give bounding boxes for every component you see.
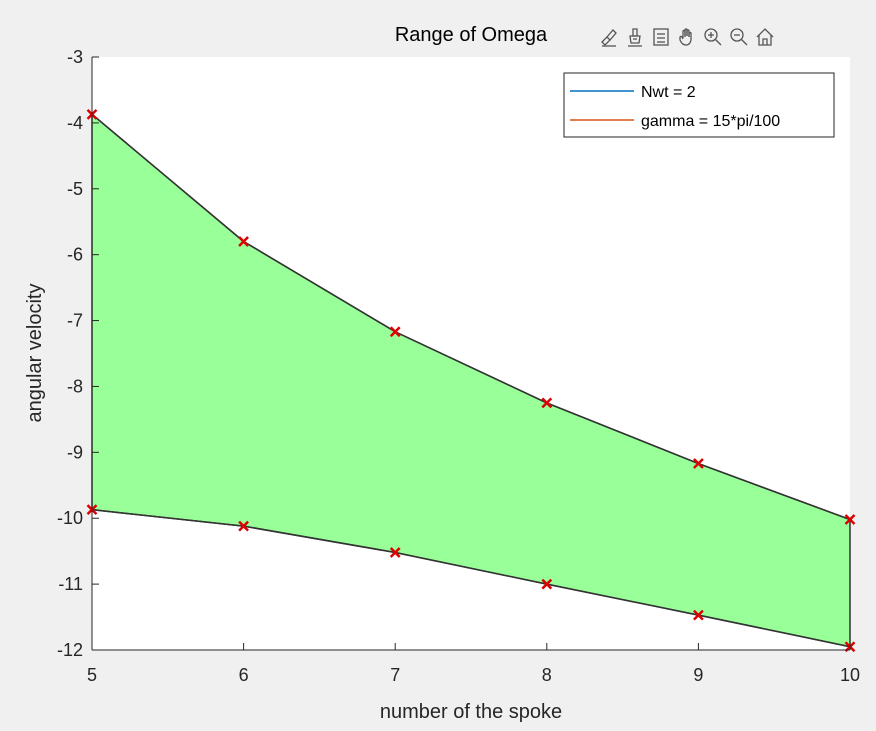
brush-icon	[601, 29, 617, 47]
x-tick-label-10: 10	[840, 665, 860, 685]
y-axis-label: angular velocity	[24, 284, 46, 423]
x-tick-label-8: 8	[542, 665, 552, 685]
upper-point-6	[238, 236, 249, 247]
y-tick-label--11: -11	[58, 574, 83, 594]
zoom-out-button[interactable]	[728, 24, 750, 50]
x-tick-label-5: 5	[87, 665, 97, 685]
pan-button[interactable]	[676, 24, 698, 50]
y-tick-label--4: -4	[67, 113, 83, 133]
chart-title: Range of Omega	[395, 24, 548, 46]
y-tick-label--12: -12	[57, 640, 83, 660]
legend-button[interactable]	[650, 24, 672, 50]
y-tick-label--3: -3	[67, 47, 83, 67]
upper-point-6-stroke-b	[238, 236, 249, 247]
x-tick-label-9: 9	[693, 665, 703, 685]
lower-point-7	[389, 547, 401, 558]
legend-box	[563, 72, 835, 138]
upper-point-7-stroke-b	[389, 326, 401, 338]
upper-point-10-stroke-b	[844, 514, 856, 525]
upper-point-9	[693, 458, 704, 469]
upper-point-8	[541, 397, 553, 409]
x-axis-label: number of the spoke	[380, 701, 562, 723]
x-tick-label-7: 7	[390, 665, 400, 685]
paint-bucket-icon	[628, 28, 642, 47]
legend-toggle-icon	[653, 28, 669, 46]
y-tick-label--9: -9	[67, 442, 83, 462]
lower-point-8	[541, 578, 553, 590]
lower-point-9-stroke-b	[693, 609, 704, 621]
lower-point-8-stroke-b	[541, 578, 553, 590]
lower-point-6	[238, 520, 249, 532]
upper-point-9-stroke-b	[693, 458, 704, 469]
lower-point-7-stroke-b	[389, 547, 401, 558]
y-tick-label--6: -6	[67, 245, 83, 265]
upper-point-10	[844, 514, 856, 525]
datatip-button[interactable]	[624, 24, 646, 50]
home-button[interactable]	[754, 24, 776, 50]
y-tick-label--10: -10	[57, 508, 83, 528]
legend-label-gamma: gamma = 15*pi/100	[641, 113, 780, 130]
x-tick-label-6: 6	[239, 665, 249, 685]
lower-point-6-stroke-b	[238, 520, 249, 532]
lower-point-9	[693, 609, 704, 621]
upper-point-7	[389, 326, 401, 338]
axes-toolbar	[598, 22, 860, 52]
upper-point-8-stroke-b	[541, 397, 553, 409]
zoom-in-button[interactable]	[702, 24, 724, 50]
upper-bound-line	[91, 113, 851, 521]
y-tick-label--7: -7	[67, 311, 83, 331]
home-icon	[756, 28, 774, 46]
zoom-out-icon	[730, 28, 748, 46]
legend[interactable]: Nwt = 2 gamma = 15*pi/100	[563, 72, 835, 138]
lower-bound-line	[91, 508, 851, 648]
zoom-in-icon	[704, 28, 722, 46]
y-tick-label--8: -8	[67, 376, 83, 396]
legend-label-nwt: Nwt = 2	[641, 84, 696, 101]
brush-button[interactable]	[598, 24, 620, 50]
y-tick-label--5: -5	[67, 179, 83, 199]
pan-hand-icon	[679, 28, 692, 46]
axes-layer: 5 6 7 8 9 10 -3 -4 -5 -6 -7 -8 -9 -10 -11 -12	[57, 47, 860, 685]
